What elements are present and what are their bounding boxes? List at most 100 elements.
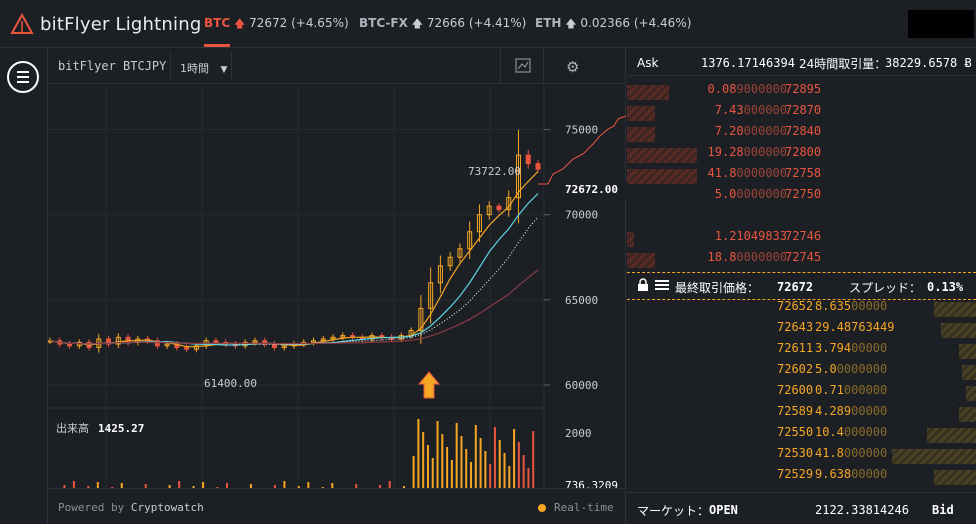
redacted-area xyxy=(908,10,974,38)
bid-row[interactable]: 72600 0.71000000 xyxy=(627,383,976,404)
ticker-btc-fx[interactable]: BTC-FX 🡅 72666 (+4.41%) xyxy=(359,15,526,34)
bid-row[interactable]: 72589 4.28900000 xyxy=(627,404,976,425)
candle xyxy=(496,205,502,211)
bid-label: Bid xyxy=(932,503,954,517)
moving-average-line xyxy=(49,216,539,346)
menu-icon[interactable] xyxy=(7,61,39,93)
ask-price: 72746 xyxy=(785,229,822,243)
candle xyxy=(213,340,219,343)
bid-row[interactable]: 72643 29.48763449 xyxy=(627,320,976,341)
brand-name: bitFlyer Lightning xyxy=(40,13,202,35)
chart-grid xyxy=(48,84,544,488)
volume-bar xyxy=(436,421,439,488)
low-label: 61400.00 xyxy=(204,377,257,390)
ask-row[interactable]: 0.089000000 72895 xyxy=(627,82,976,103)
depth-bar xyxy=(627,127,655,142)
volume-bar xyxy=(503,453,506,488)
chart-header: bitFlyer BTCJPY 1時間 ▼ ⚙ xyxy=(48,48,626,84)
chart-footer: Powered by Cryptowatch Real-time xyxy=(48,488,626,524)
depth-bar xyxy=(934,302,976,317)
depth-bar xyxy=(627,85,669,100)
ask-row[interactable]: 7.20000000 72840 xyxy=(627,124,976,145)
spread-label: スプレッド： xyxy=(849,281,922,295)
bid-price: 72589 xyxy=(777,404,814,418)
volume-bar xyxy=(446,447,449,488)
volume-bar xyxy=(72,481,75,488)
volume-bar xyxy=(226,483,229,488)
volume-bars xyxy=(63,419,535,488)
candle xyxy=(428,282,434,309)
moving-average-line xyxy=(49,170,539,348)
gear-icon[interactable]: ⚙ xyxy=(566,58,580,76)
candle xyxy=(515,154,521,199)
volume-bar xyxy=(422,432,425,488)
volume-bar xyxy=(455,423,458,488)
ask-size: 7.20000000 xyxy=(714,124,787,138)
last-trade-row: 最終取引価格： 72672 スプレッド： 0.13% xyxy=(627,272,976,300)
candle xyxy=(476,214,482,233)
ticker-change: (+4.46%) xyxy=(633,16,692,30)
bid-price: 72652 xyxy=(777,299,814,313)
candle xyxy=(252,340,258,343)
volume-bar xyxy=(426,445,429,488)
y-axis: 75000 70000 65000 60000 xyxy=(544,124,598,392)
volume-bar xyxy=(484,451,487,488)
candle xyxy=(115,336,121,345)
ask-row[interactable]: 41.80000000 72758 xyxy=(627,166,976,187)
ask-row[interactable]: 19.28000000 72800 xyxy=(627,145,976,166)
left-nav xyxy=(0,48,48,524)
interval-dropdown[interactable]: 1時間 ▼ xyxy=(170,52,232,80)
spread-value: 0.13% xyxy=(927,280,964,294)
candle xyxy=(340,335,346,338)
candle xyxy=(106,338,112,345)
candle xyxy=(525,154,531,165)
candle xyxy=(486,205,492,216)
bid-row[interactable]: 72550 10.4000000 xyxy=(627,425,976,446)
candle xyxy=(262,340,268,345)
ask-row[interactable]: 1.21049833 72746 xyxy=(627,229,976,250)
bid-row[interactable]: 72530 41.8000000 xyxy=(627,446,976,467)
volume-bar xyxy=(63,485,66,488)
ticker-symbol: BTC xyxy=(204,16,231,30)
bid-size: 5.00000000 xyxy=(815,362,888,376)
depth-bar xyxy=(627,169,697,184)
bid-row[interactable]: 72652 8.63500000 xyxy=(627,299,976,320)
powered-by[interactable]: Powered by Cryptowatch xyxy=(58,501,204,514)
bid-row[interactable]: 72529 9.63800000 xyxy=(627,467,976,488)
depth-bar xyxy=(959,407,976,422)
candle xyxy=(271,343,277,349)
volume-bar xyxy=(517,442,520,488)
depth-bar xyxy=(892,449,976,464)
volume-bar xyxy=(532,431,535,488)
active-tab-indicator xyxy=(204,44,230,47)
brand-logo[interactable]: bitFlyer Lightning xyxy=(10,10,201,38)
y-tick-label: 65000 xyxy=(565,294,598,307)
candle xyxy=(467,231,473,250)
ask-row[interactable]: 7.43000000 72870 xyxy=(627,103,976,124)
volume-bar xyxy=(321,487,324,488)
volume-24h-value: 38229.6578 Ƀ xyxy=(885,56,972,70)
realtime-indicator: Real-time xyxy=(538,501,614,514)
volume-label: 出来高 xyxy=(56,421,89,435)
bid-row[interactable]: 72611 3.79400000 xyxy=(627,341,976,362)
market-label: マーケット： xyxy=(637,504,710,518)
ask-row[interactable]: 18.80000000 72745 xyxy=(627,250,976,271)
chevron-down-icon: ▼ xyxy=(220,65,228,75)
ask-size: 5.00000000 xyxy=(714,187,787,201)
ask-row[interactable]: 5.00000000 72750 xyxy=(627,187,976,208)
bid-size: 10.4000000 xyxy=(815,425,888,439)
bid-price: 72600 xyxy=(777,383,814,397)
volume-value: 1425.27 xyxy=(98,422,144,435)
volume-bar xyxy=(460,436,463,488)
ask-price: 72758 xyxy=(785,166,822,180)
volume-bar xyxy=(417,419,420,488)
y-tick-label: 60000 xyxy=(565,379,598,392)
chart-type-button[interactable] xyxy=(500,48,544,84)
bid-row[interactable]: 72602 5.00000000 xyxy=(627,362,976,383)
ticker-btc[interactable]: BTC 🡅 72672 (+4.65%) xyxy=(204,15,349,34)
volume-24h-label: 24時間取引量： xyxy=(799,57,887,71)
volume-bar xyxy=(178,481,181,488)
ticker-eth[interactable]: ETH 🡅 0.02366 (+4.46%) xyxy=(535,15,691,34)
list-icon[interactable] xyxy=(655,279,669,294)
